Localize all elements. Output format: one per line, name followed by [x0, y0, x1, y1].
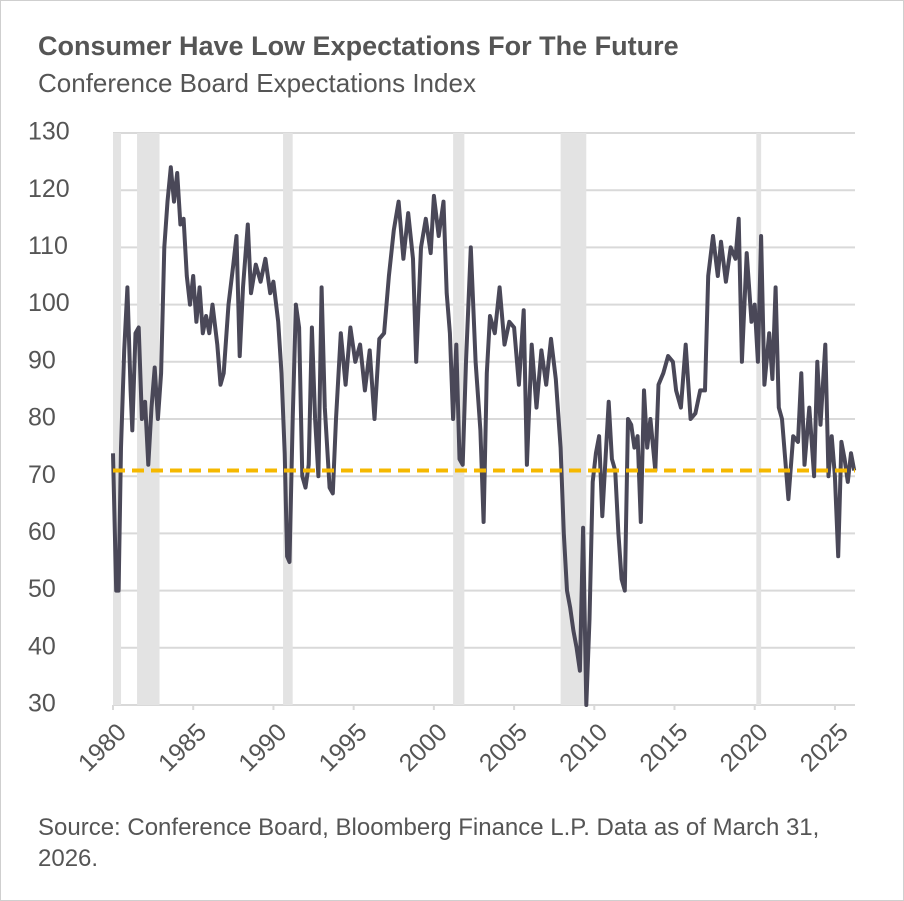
y-tick-label: 80: [28, 404, 56, 432]
x-tick-label: 2005: [474, 718, 533, 777]
y-tick-label: 50: [28, 575, 56, 603]
recession-band: [283, 133, 293, 705]
x-tick-label: 1990: [233, 718, 292, 777]
x-tick-label: 2020: [715, 718, 774, 777]
source-note: Source: Conference Board, Bloomberg Fina…: [38, 814, 820, 872]
chart-title: Consumer Have Low Expectations For The F…: [38, 31, 679, 61]
x-tick-label: 1980: [73, 718, 132, 777]
x-tick-label: 1995: [313, 718, 372, 777]
y-tick-label: 120: [28, 175, 70, 203]
y-tick-label: 70: [28, 461, 56, 489]
data-line: [111, 165, 857, 707]
x-tick-label: 2015: [634, 718, 693, 777]
y-tick-label: 110: [28, 232, 68, 260]
y-tick-label: 60: [28, 518, 56, 546]
x-tick-label: 2010: [554, 718, 613, 777]
y-tick-label: 30: [28, 690, 56, 718]
x-tick-label: 2000: [394, 718, 453, 777]
y-tick-label: 90: [28, 346, 56, 374]
x-tick-label: 1985: [153, 718, 212, 777]
y-tick-label: 100: [28, 289, 70, 317]
recession-band: [113, 133, 122, 705]
recession-band: [137, 133, 160, 705]
y-tick-label: 40: [28, 632, 56, 660]
y-tick-label: 130: [28, 118, 70, 146]
chart-subtitle: Conference Board Expectations Index: [38, 68, 476, 98]
x-tick-label: 2025: [795, 718, 854, 777]
recession-band: [756, 133, 762, 705]
